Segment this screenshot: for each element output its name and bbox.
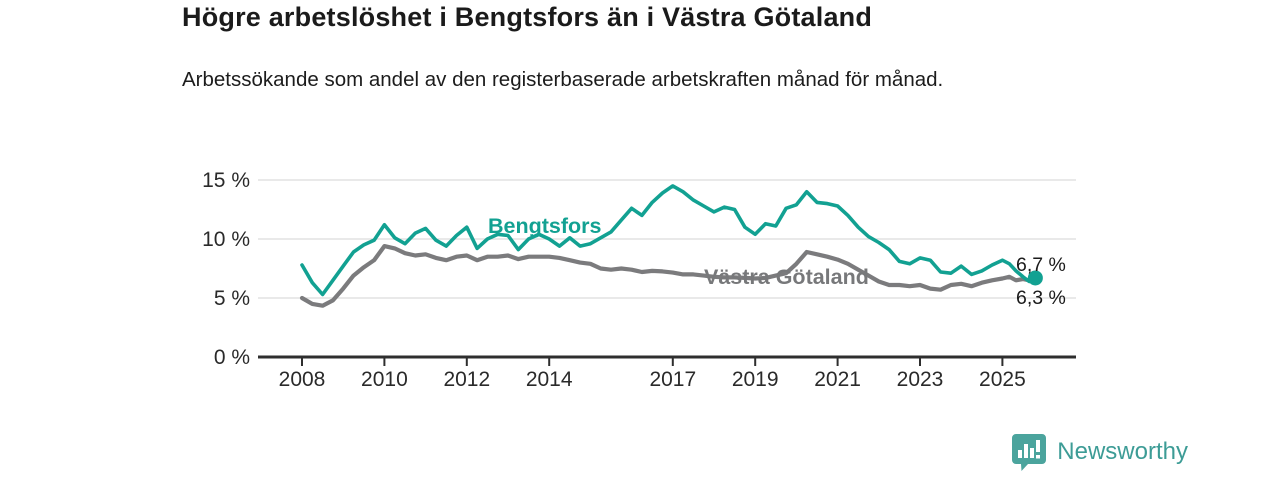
speech-bubble-shape <box>1012 434 1047 471</box>
x-tick-label-2014: 2014 <box>526 368 573 391</box>
x-tick-label-2008: 2008 <box>279 368 326 391</box>
newsworthy-branding: Newsworthy <box>1011 432 1188 472</box>
x-tick-label-2025: 2025 <box>979 368 1026 391</box>
y-tick-label-15: 15 % <box>202 169 250 192</box>
page-title: Högre arbetslöshet i Bengtsfors än i Väs… <box>182 2 873 32</box>
y-tick-label-5: 5 % <box>214 287 250 310</box>
series-label-västra-götaland: Västra Götaland <box>704 265 869 289</box>
end-dot-bengtsfors <box>1027 270 1043 286</box>
end-value-label-vastra-gotaland: 6,3 % <box>1016 287 1066 309</box>
x-tick-label-2012: 2012 <box>443 368 490 391</box>
x-tick-label-2023: 2023 <box>897 368 944 391</box>
newsworthy-logo-text: Newsworthy <box>1057 438 1188 465</box>
x-tick-label-2017: 2017 <box>649 368 696 391</box>
chart-subtitle: Arbetssökande som andel av den registerb… <box>182 68 944 91</box>
series-line-bengtsfors <box>300 184 1038 297</box>
series-line-västra-götaland <box>299 244 1038 308</box>
newsworthy-logo-icon <box>1012 434 1047 471</box>
y-tick-label-10: 10 % <box>202 228 250 251</box>
end-value-label-bengtsfors: 6,7 % <box>1016 254 1066 276</box>
x-tick-label-2010: 2010 <box>361 368 408 391</box>
x-tick-label-2019: 2019 <box>732 368 779 391</box>
logo-bars <box>1018 440 1041 459</box>
series-label-bengtsfors: Bengtsfors <box>488 214 602 238</box>
y-tick-label-0: 0 % <box>214 346 250 369</box>
x-tick-label-2021: 2021 <box>814 368 861 391</box>
